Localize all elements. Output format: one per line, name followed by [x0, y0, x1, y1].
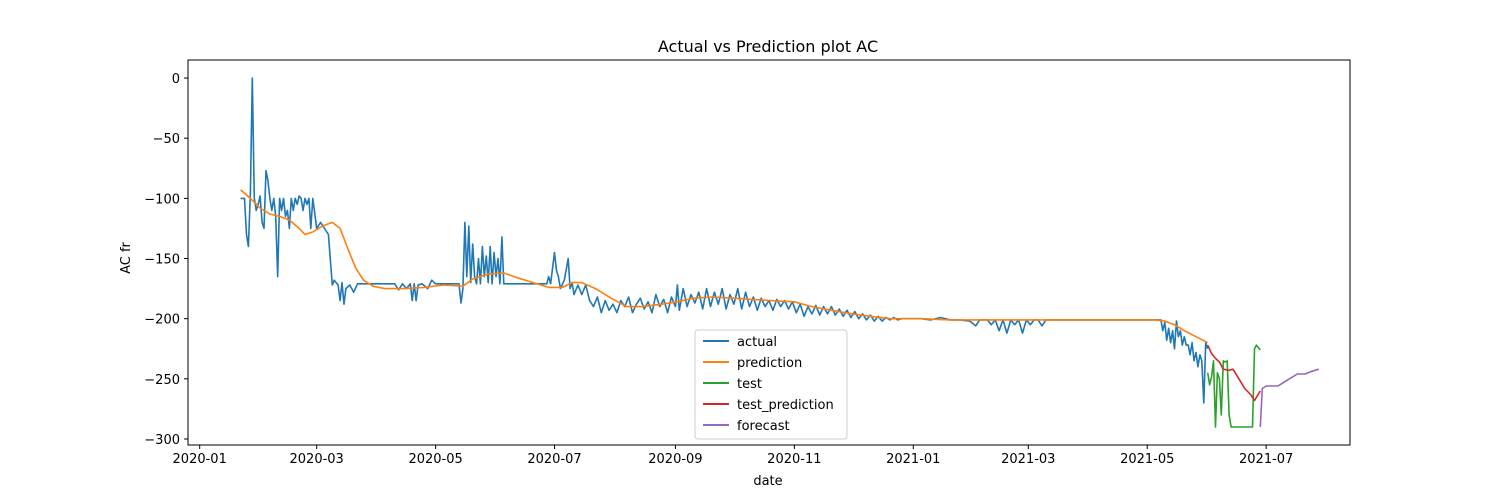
- x-tick-label: 2021-03: [1001, 452, 1055, 467]
- x-tick-label: 2020-09: [648, 452, 702, 467]
- legend-label-prediction: prediction: [737, 356, 802, 371]
- series-line-prediction: [240, 189, 1209, 344]
- y-tick-label: −50: [153, 132, 180, 147]
- y-tick-label: −100: [144, 192, 180, 207]
- x-tick-label: 2020-07: [527, 452, 581, 467]
- legend-label-actual: actual: [737, 335, 777, 350]
- y-axis: 0 −50 −100 −150 −200 −250 −300: [144, 72, 188, 448]
- x-tick-label: 2021-07: [1239, 452, 1293, 467]
- legend-label-forecast: forecast: [737, 419, 790, 434]
- y-axis-label: AC fr: [119, 241, 134, 273]
- x-tick-label: 2020-03: [290, 452, 344, 467]
- y-tick-label: −150: [144, 253, 180, 268]
- legend-label-test: test: [737, 377, 762, 392]
- y-tick-label: 0: [172, 72, 180, 87]
- chart-title: Actual vs Prediction plot AC: [658, 37, 878, 56]
- y-tick-label: −250: [144, 373, 180, 388]
- legend-label-test-prediction: test_prediction: [737, 398, 834, 413]
- x-tick-label: 2020-11: [767, 452, 821, 467]
- legend-box: [694, 329, 848, 440]
- legend: actual prediction test test_predictionforec…: [694, 329, 848, 440]
- series-line-forecast: [1259, 368, 1320, 428]
- series-layer: [240, 77, 1320, 428]
- series-line-test-prediction: [1206, 344, 1261, 402]
- x-tick-label: 2020-05: [408, 452, 462, 467]
- y-tick-label: −200: [144, 313, 180, 328]
- x-tick-label: 2020-01: [173, 452, 227, 467]
- x-axis-label: date: [753, 474, 782, 489]
- x-tick-label: 2021-01: [886, 452, 940, 467]
- x-axis: 2020-01 2020-03 2020-05 2020-07 2020-09 2020-…: [173, 445, 1293, 467]
- y-tick-label: −300: [144, 433, 180, 448]
- x-tick-label: 2021-05: [1120, 452, 1174, 467]
- axes-frame: [187, 59, 1351, 446]
- series-line-test: [1206, 344, 1261, 428]
